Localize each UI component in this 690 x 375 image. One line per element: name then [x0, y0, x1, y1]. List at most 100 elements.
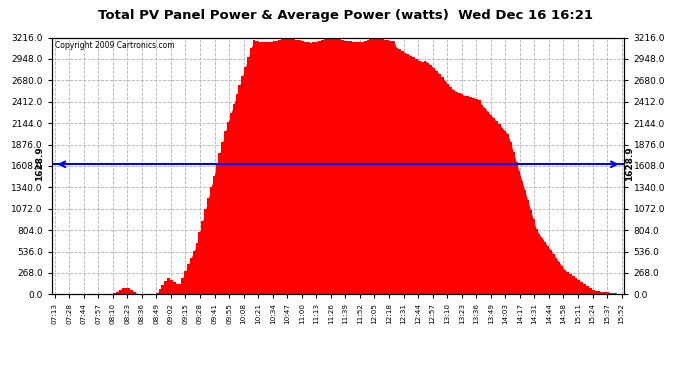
Bar	[281, 39, 284, 294]
Bar	[313, 42, 315, 294]
Bar	[484, 108, 486, 294]
Bar	[392, 42, 395, 294]
Bar	[267, 42, 270, 294]
Bar	[290, 38, 293, 294]
Bar	[409, 56, 412, 294]
Bar	[438, 74, 441, 294]
Bar	[244, 67, 247, 294]
Bar	[515, 162, 518, 294]
Bar	[529, 210, 532, 294]
Bar	[384, 40, 386, 294]
Bar	[344, 40, 346, 294]
Bar	[506, 134, 509, 294]
Bar	[457, 93, 461, 294]
Bar	[611, 293, 615, 294]
Bar	[193, 251, 196, 294]
Bar	[255, 41, 258, 294]
Bar	[480, 105, 484, 294]
Bar	[421, 62, 424, 294]
Bar	[552, 254, 555, 294]
Bar	[304, 42, 307, 294]
Bar	[156, 293, 159, 294]
Bar	[395, 48, 398, 294]
Bar	[560, 266, 563, 294]
Bar	[449, 87, 452, 294]
Bar	[432, 68, 435, 294]
Bar	[333, 39, 335, 294]
Bar	[346, 41, 350, 294]
Bar	[518, 171, 520, 294]
Bar	[310, 43, 313, 294]
Bar	[578, 280, 580, 294]
Bar	[318, 41, 321, 294]
Bar	[215, 164, 219, 294]
Bar	[538, 234, 540, 294]
Bar	[301, 41, 304, 294]
Bar	[381, 39, 384, 294]
Text: 1628.9: 1628.9	[35, 146, 45, 180]
Bar	[598, 291, 600, 294]
Bar	[398, 50, 401, 294]
Bar	[489, 115, 492, 294]
Bar	[523, 190, 526, 294]
Bar	[589, 288, 592, 294]
Bar	[119, 290, 121, 294]
Bar	[424, 60, 426, 294]
Bar	[201, 220, 204, 294]
Bar	[335, 39, 338, 294]
Bar	[504, 131, 506, 294]
Bar	[569, 274, 572, 294]
Bar	[307, 42, 310, 294]
Bar	[435, 71, 438, 294]
Text: Total PV Panel Power & Average Power (watts)  Wed Dec 16 16:21: Total PV Panel Power & Average Power (wa…	[97, 9, 593, 22]
Bar	[455, 92, 457, 294]
Bar	[295, 40, 298, 294]
Bar	[116, 291, 119, 294]
Bar	[418, 61, 421, 294]
Bar	[204, 209, 207, 294]
Bar	[350, 41, 353, 294]
Bar	[606, 292, 609, 294]
Bar	[373, 39, 375, 294]
Bar	[603, 292, 606, 294]
Bar	[172, 282, 176, 294]
Bar	[250, 48, 253, 294]
Bar	[426, 63, 429, 294]
Bar	[549, 250, 552, 294]
Bar	[341, 40, 344, 294]
Bar	[497, 124, 500, 294]
Bar	[563, 270, 566, 294]
Bar	[429, 65, 432, 294]
Bar	[179, 284, 181, 294]
Bar	[415, 59, 418, 294]
Bar	[366, 40, 369, 294]
Bar	[543, 242, 546, 294]
Bar	[512, 152, 515, 294]
Bar	[361, 42, 364, 294]
Bar	[121, 288, 124, 294]
Bar	[492, 118, 495, 294]
Bar	[315, 42, 318, 294]
Bar	[546, 246, 549, 294]
Bar	[258, 42, 262, 294]
Bar	[532, 219, 535, 294]
Bar	[472, 98, 475, 294]
Bar	[326, 39, 330, 294]
Bar	[273, 41, 275, 294]
Bar	[230, 113, 233, 294]
Bar	[278, 40, 281, 294]
Bar	[389, 41, 392, 294]
Bar	[464, 96, 466, 294]
Bar	[221, 142, 224, 294]
Bar	[444, 81, 446, 294]
Bar	[159, 289, 161, 294]
Bar	[170, 280, 172, 294]
Bar	[233, 104, 235, 294]
Bar	[486, 111, 489, 294]
Bar	[580, 282, 583, 294]
Bar	[130, 290, 133, 294]
Bar	[540, 238, 543, 294]
Bar	[196, 243, 199, 294]
Bar	[321, 40, 324, 294]
Bar	[187, 264, 190, 294]
